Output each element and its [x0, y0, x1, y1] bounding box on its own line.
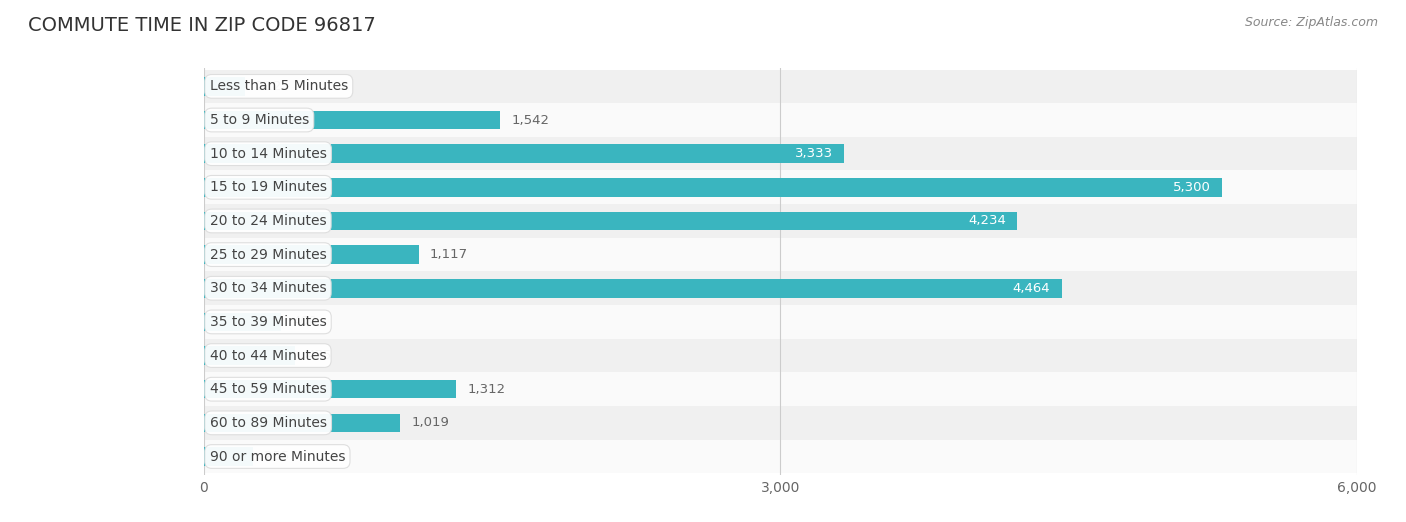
Text: 255: 255 [264, 450, 290, 463]
Text: 1,019: 1,019 [411, 417, 449, 430]
Text: 15 to 19 Minutes: 15 to 19 Minutes [209, 180, 326, 194]
Bar [204, 271, 1357, 305]
Text: 90 or more Minutes: 90 or more Minutes [209, 449, 344, 464]
Bar [204, 413, 399, 432]
Text: 400: 400 [292, 315, 318, 328]
Bar [204, 212, 1018, 230]
Text: 60 to 89 Minutes: 60 to 89 Minutes [209, 416, 326, 430]
Text: 3,333: 3,333 [794, 147, 832, 160]
Bar [204, 103, 1357, 137]
Bar [204, 77, 245, 96]
Text: 5 to 9 Minutes: 5 to 9 Minutes [209, 113, 309, 127]
Text: 40 to 44 Minutes: 40 to 44 Minutes [209, 349, 326, 363]
Text: 35 to 39 Minutes: 35 to 39 Minutes [209, 315, 326, 329]
Text: 10 to 14 Minutes: 10 to 14 Minutes [209, 147, 326, 161]
Bar [204, 204, 1357, 238]
Bar [204, 447, 253, 466]
Bar [204, 145, 845, 163]
Text: Source: ZipAtlas.com: Source: ZipAtlas.com [1244, 16, 1378, 29]
Text: 25 to 29 Minutes: 25 to 29 Minutes [209, 247, 326, 262]
Bar [204, 380, 456, 398]
Bar [204, 346, 295, 365]
Text: 5,300: 5,300 [1173, 181, 1211, 194]
Bar [204, 339, 1357, 372]
Text: 475: 475 [307, 349, 332, 362]
Text: 1,117: 1,117 [430, 248, 468, 261]
Text: 4,234: 4,234 [969, 215, 1005, 228]
Text: Less than 5 Minutes: Less than 5 Minutes [209, 79, 347, 93]
Bar [204, 406, 1357, 440]
Bar [204, 279, 1062, 298]
Text: 4,464: 4,464 [1012, 282, 1050, 295]
Bar [204, 137, 1357, 171]
Text: 30 to 34 Minutes: 30 to 34 Minutes [209, 281, 326, 295]
Bar [204, 305, 1357, 339]
Text: 1,312: 1,312 [468, 383, 506, 396]
Text: 1,542: 1,542 [512, 113, 550, 126]
Bar [204, 313, 281, 331]
Bar [204, 171, 1357, 204]
Bar [204, 111, 501, 129]
Text: 45 to 59 Minutes: 45 to 59 Minutes [209, 382, 326, 396]
Bar [204, 69, 1357, 103]
Text: COMMUTE TIME IN ZIP CODE 96817: COMMUTE TIME IN ZIP CODE 96817 [28, 16, 375, 34]
Bar [204, 245, 419, 264]
Bar [204, 372, 1357, 406]
Text: 20 to 24 Minutes: 20 to 24 Minutes [209, 214, 326, 228]
Bar [204, 238, 1357, 271]
Bar [204, 178, 1222, 197]
Bar [204, 440, 1357, 473]
Text: 212: 212 [256, 80, 281, 93]
